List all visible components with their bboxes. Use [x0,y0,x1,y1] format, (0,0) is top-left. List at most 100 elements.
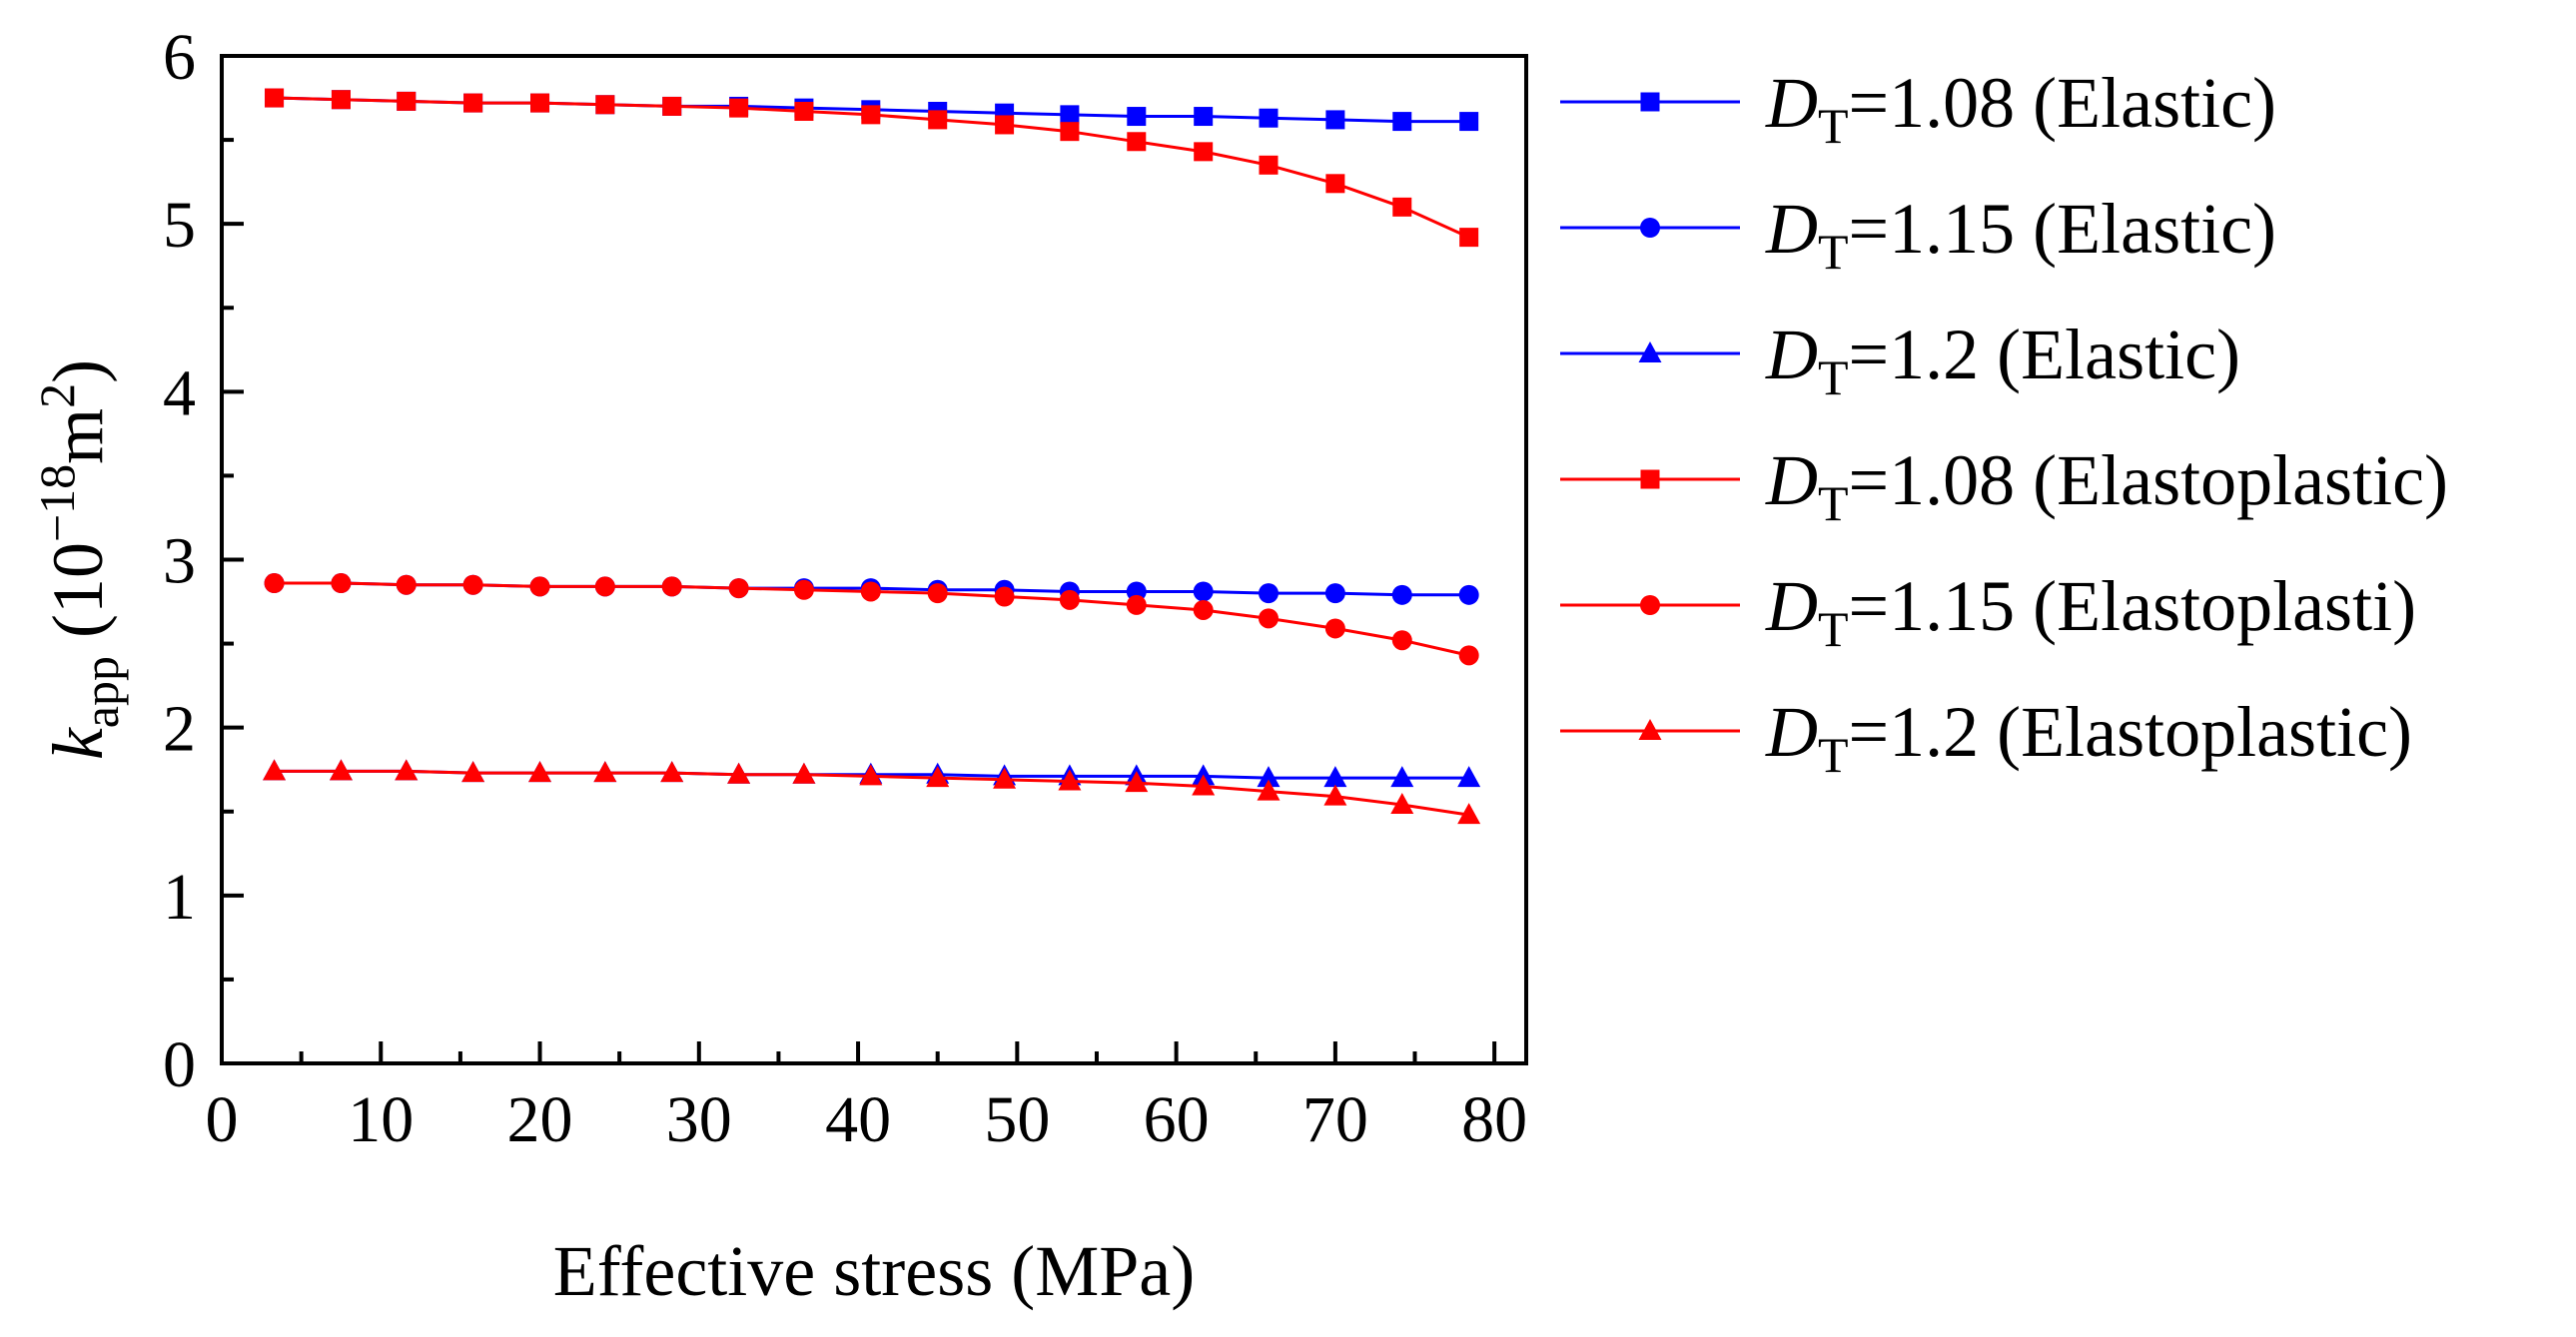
data-point [530,93,550,113]
y-tick-label: 5 [163,189,196,262]
axes: 0 10 20 30 40 50 60 70 80 0 1 2 3 4 5 6 [163,21,1528,1156]
x-tick-label: 50 [984,1083,1050,1156]
data-point [395,759,419,781]
data-point [1391,584,1412,605]
data-point [727,762,751,784]
data-point [264,573,285,594]
legend-item-4: DT=1.08 (Elastoplastic) [1560,440,2448,531]
legend-marker [1640,595,1660,615]
data-point [331,573,352,594]
y-tick-label: 3 [163,525,196,598]
data-point [1459,112,1479,132]
data-point [861,105,881,125]
data-point [1059,589,1080,610]
data-point [1325,174,1345,194]
data-point [1193,599,1214,620]
data-point [463,93,483,113]
legend-label: DT=1.2 (Elastic) [1765,315,2240,405]
data-point [794,101,814,121]
data-point [1458,584,1479,605]
data-point [1324,618,1345,639]
legend-item-2: DT=1.15 (Elastic) [1560,189,2276,280]
x-tick-label: 0 [206,1083,239,1156]
data-point [1194,142,1214,162]
data-point [1192,774,1216,796]
data-point [1126,594,1147,615]
legend-label: DT=1.08 (Elastoplastic) [1765,440,2448,531]
data-point [595,95,615,115]
data-point [1391,630,1412,651]
legend-label: DT=1.15 (Elastic) [1765,189,2276,280]
data-point [1257,766,1281,788]
data-point [1390,766,1414,788]
legend-item-3: DT=1.2 (Elastic) [1560,315,2240,405]
data-point [265,88,285,108]
y-axis-title-text: kapp (10−18m2) [29,359,129,760]
x-axis-title: Effective stress (MPa) [553,1231,1195,1311]
data-point [1323,766,1347,788]
y-tick-label: 4 [163,356,196,429]
data-point [1193,581,1214,602]
data-point [1125,771,1149,793]
x-tick-label: 70 [1302,1083,1368,1156]
legend-item-1: DT=1.08 (Elastic) [1560,63,2276,154]
legend-label: DT=1.08 (Elastic) [1765,63,2276,154]
data-point [860,581,881,602]
data-point [729,98,749,118]
data-point [926,766,950,788]
x-tick-label: 30 [666,1083,732,1156]
data-point [593,761,617,783]
data-point [331,90,351,110]
data-point [1259,108,1279,128]
data-point [263,759,287,781]
data-point [1258,608,1279,629]
data-point [995,115,1015,135]
data-point [397,91,417,111]
legend-marker [1638,341,1662,362]
x-tick-label: 40 [825,1083,891,1156]
y-tick-label: 0 [163,1028,196,1101]
data-point [661,576,682,597]
data-point [461,761,485,783]
plot-area [263,88,1481,825]
y-tick-label: 1 [163,861,196,934]
data-point [1127,132,1147,152]
data-point [1258,583,1279,604]
legend-marker [1640,218,1660,238]
y-tick-label: 6 [163,21,196,94]
y-tick-label: 2 [163,693,196,766]
data-point [529,576,550,597]
data-point [1325,110,1345,130]
x-tick-label: 60 [1144,1083,1210,1156]
legend-marker [1640,469,1660,489]
data-point [994,586,1015,607]
data-point [462,574,483,595]
data-point [927,583,948,604]
data-point [859,764,883,786]
data-point [792,762,816,784]
legend: DT=1.08 (Elastic) DT=1.15 (Elastic) DT=1.2… [1560,63,2448,783]
data-point [660,761,684,783]
legend-item-5: DT=1.15 (Elastoplasti) [1560,566,2416,657]
series-5 [264,573,1479,666]
data-point [1323,784,1347,806]
data-point [662,96,682,116]
legend-marker [1638,719,1662,740]
data-point [1457,766,1481,788]
x-tick-label: 80 [1461,1083,1527,1156]
data-point [1058,769,1082,791]
data-point [594,576,615,597]
data-point [1459,228,1479,248]
data-point [1259,155,1279,175]
data-point [1257,779,1281,801]
data-point [793,579,814,600]
x-tick-label: 20 [507,1083,573,1156]
data-point [396,574,417,595]
data-point [1390,793,1414,815]
data-point [1458,645,1479,666]
legend-item-6: DT=1.2 (Elastoplastic) [1560,692,2412,783]
data-point [1060,122,1080,142]
data-point [1127,107,1147,127]
legend-marker [1640,92,1660,112]
